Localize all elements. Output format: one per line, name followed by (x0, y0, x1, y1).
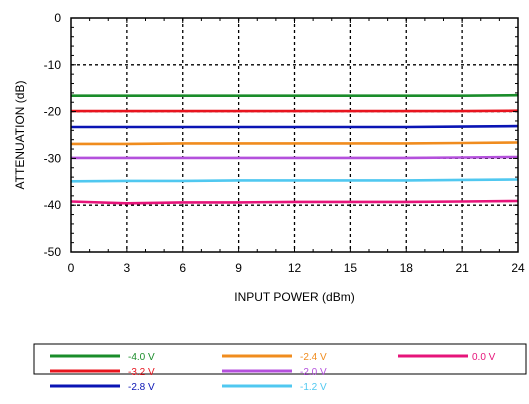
legend-label: -2.0 V (300, 367, 327, 378)
y-tick-label: -20 (44, 105, 62, 119)
legend-label: -4.0 V (128, 352, 155, 363)
legend-frame (33, 343, 527, 375)
x-axis-label: INPUT POWER (dBm) (234, 290, 354, 304)
x-tick-labels: 0 3 6 9 12 15 18 21 24 (68, 261, 525, 275)
axis-ticks (70, 17, 519, 253)
series-line (71, 141, 519, 146)
y-tick-label: -10 (44, 58, 62, 72)
x-tick-label: 15 (344, 261, 358, 275)
x-tick-label: 0 (68, 261, 75, 275)
grid-lines (71, 18, 518, 252)
legend-label: -3.2 V (128, 367, 155, 378)
series-line (71, 124, 519, 129)
y-tick-label: -30 (44, 151, 62, 165)
y-tick-labels: 0 -10 -20 -30 -40 -50 (44, 11, 62, 259)
series-line (70, 178, 519, 183)
y-tick-label: -40 (44, 198, 62, 212)
x-tick-label: 9 (235, 261, 242, 275)
legend-label: -2.8 V (128, 382, 155, 393)
x-tick-label: 21 (455, 261, 469, 275)
legend-label: 0.0 V (472, 352, 496, 363)
legend-label: -1.2 V (300, 382, 327, 393)
series-line (71, 155, 519, 160)
x-tick-label: 12 (288, 261, 302, 275)
series-line (70, 199, 519, 205)
y-tick-label: -50 (44, 245, 62, 259)
legend-label: -2.4 V (300, 352, 327, 363)
series-line (71, 93, 519, 97)
series-lines (70, 93, 519, 205)
x-tick-label: 18 (400, 261, 414, 275)
y-tick-label: 0 (54, 11, 61, 25)
x-tick-label: 3 (124, 261, 131, 275)
legend: -4.0 V -3.2 V -2.8 V -2.4 V -2.0 V -1.2 V 0.0 … (33, 343, 527, 393)
y-axis-label: ATTENUATION (dB) (13, 81, 27, 190)
x-tick-label: 6 (179, 261, 186, 275)
x-tick-label: 24 (511, 261, 525, 275)
